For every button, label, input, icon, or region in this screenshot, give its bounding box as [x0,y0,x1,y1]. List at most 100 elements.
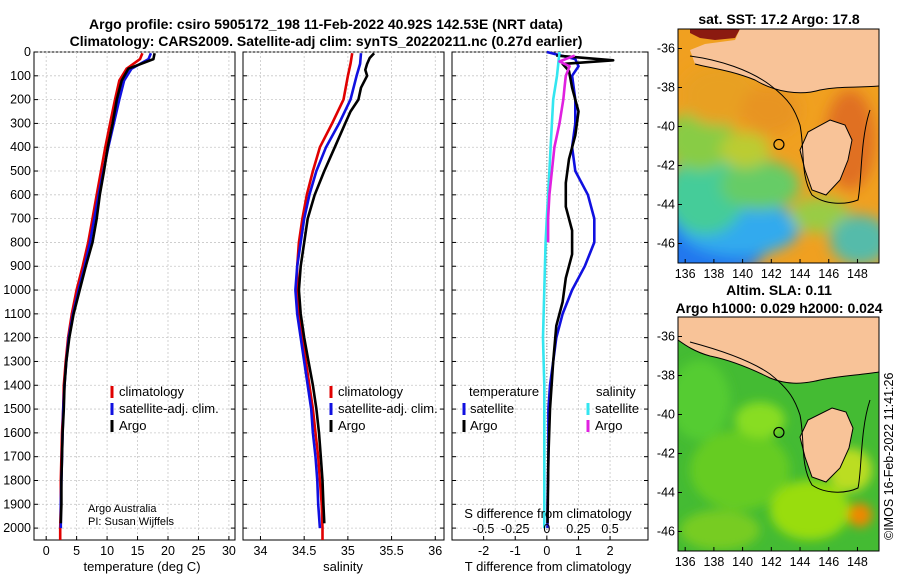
xtick-label: 20 [161,544,175,558]
legend-label-climatology: climatology [119,384,185,399]
ytick-label: 600 [10,188,31,202]
ytick-label: 1100 [4,307,31,321]
temperature-lines [58,52,156,540]
legend-label-argo: Argo [119,418,146,433]
lon-tick-label: 138 [703,555,724,569]
s-difference-xlabel: S difference from climatology [464,506,632,521]
temperature-xlabel: temperature (deg C) [83,559,200,574]
t-difference-xlabel: T difference from climatology [465,559,632,574]
series-line-argo [297,52,376,524]
lat-tick-label: -44 [657,486,675,500]
lat-tick-label: -36 [657,42,675,56]
lon-tick-label: 140 [732,555,753,569]
salinity-plot-frame [242,51,445,541]
ytick-label: 2000 [3,521,31,535]
temperature-panel: 0100200300400500600700800900100011001200… [3,45,236,574]
ytick-label: 1500 [3,402,31,416]
lon-tick-label: 144 [790,555,811,569]
xtick-label: 36 [428,544,442,558]
legend-label-t-argo: Argo [470,418,497,433]
x2tick-label: -0.5 [473,522,495,536]
xtick-label: 30 [222,544,236,558]
xtick-label: -1 [510,544,521,558]
legend-label-s-satellite: satellite [595,401,639,416]
credit-line1: Argo Australia [88,503,157,515]
lon-tick-label: 140 [732,267,753,281]
series-line-temperature-argo [546,54,615,524]
lat-tick-label: -42 [657,447,675,461]
ytick-label: 300 [10,116,31,130]
lon-tick-label: 148 [847,555,868,569]
copyright-note: ©IMOS 16-Feb-2022 11:41:26 [882,373,896,540]
salinity-panel: 34 34.5 35 35.5 36 salinity climatology sate… [242,51,445,574]
legend-label-satellite-adj: satellite-adj. clim. [338,401,438,416]
x2tick-label: 0.5 [601,522,618,536]
ytick-label: 1300 [3,354,31,368]
series-line-climatology [295,52,354,540]
lat-tick-label: -38 [657,369,675,383]
xtick-label: 34.5 [292,544,316,558]
xtick-label: 5 [73,544,80,558]
legend-label-t-satellite: satellite [470,401,514,416]
legend-label-satellite-adj: satellite-adj. clim. [119,401,219,416]
xtick-label: 2 [607,544,614,558]
sla-map-title-line2: Argo h1000: 0.029 h2000: 0.024 [675,300,882,316]
lon-tick-label: 144 [790,267,811,281]
difference-panel: -2 -1 0 1 2 -0.5 -0.25 0 0.25 0.5 T difference fr… [451,50,649,574]
ytick-label: 800 [10,235,31,249]
xtick-label: 10 [100,544,114,558]
salinity-ticks: 34 34.5 35 35.5 36 [243,51,444,558]
series-line-argo [59,52,156,524]
ytick-label: 500 [10,164,31,178]
x2tick-label: 0 [543,522,550,536]
lon-tick-label: 136 [675,555,696,569]
sst-map-field [678,29,879,263]
ytick-label: 100 [10,69,31,83]
x2tick-label: 0.25 [566,522,590,536]
xtick-label: 25 [192,544,206,558]
lon-tick-label: 142 [761,267,782,281]
legend-title-salinity: salinity [596,384,636,399]
ytick-label: 900 [10,259,31,273]
sst-map-title: sat. SST: 17.2 Argo: 17.8 [698,11,860,27]
salinity-lines [294,52,376,540]
lon-tick-label: 136 [675,267,696,281]
ytick-label: 700 [10,212,31,226]
argo-location-marker [773,138,785,151]
lat-tick-label: -40 [657,120,675,134]
temperature-ticks: 0100200300400500600700800900100011001200… [3,45,236,558]
ytick-label: 1400 [3,378,31,392]
argo-location-marker [773,426,785,439]
ytick-label: 1200 [3,331,31,345]
xtick-label: -2 [478,544,489,558]
figure-title-line1: Argo profile: csiro 5905172_198 11-Feb-2… [89,16,563,32]
series-line-temperature-satellite [546,50,596,529]
difference-lines [541,50,615,529]
lat-tick-label: -46 [657,525,675,539]
ytick-label: 400 [10,140,31,154]
lon-tick-label: 146 [818,267,839,281]
lon-tick-label: 138 [703,267,724,281]
legend-title-temperature: temperature [469,384,539,399]
sla-map: Altim. SLA: 0.11 Argo h1000: 0.029 h2000… [657,282,883,569]
temperature-grid [34,51,235,540]
lon-tick-label: 142 [761,555,782,569]
ytick-label: 1900 [3,497,31,511]
ytick-label: 200 [10,93,31,107]
credit-line2: PI: Susan Wijffels [88,516,174,528]
xtick-label: 0 [543,544,550,558]
series-line-salinity-argo [546,54,576,243]
x2tick-label: -0.25 [501,522,530,536]
legend-label-s-argo: Argo [595,418,622,433]
xtick-label: 1 [575,544,582,558]
sst-map: sat. SST: 17.2 Argo: 17.8 [657,11,880,281]
difference-ticks: -2 -1 0 1 2 -0.5 -0.25 0 0.25 0.5 [452,51,648,558]
lat-tick-label: -40 [657,408,675,422]
sla-map-ticks: 136 138 140 142 144 146 148 -36 -38 -40 -42 -44 -46 [657,330,868,570]
sla-map-field [678,317,879,551]
ytick-label: 1600 [3,426,31,440]
ytick-label: 1000 [3,283,31,297]
legend-label-argo: Argo [338,418,365,433]
lon-tick-label: 148 [847,267,868,281]
